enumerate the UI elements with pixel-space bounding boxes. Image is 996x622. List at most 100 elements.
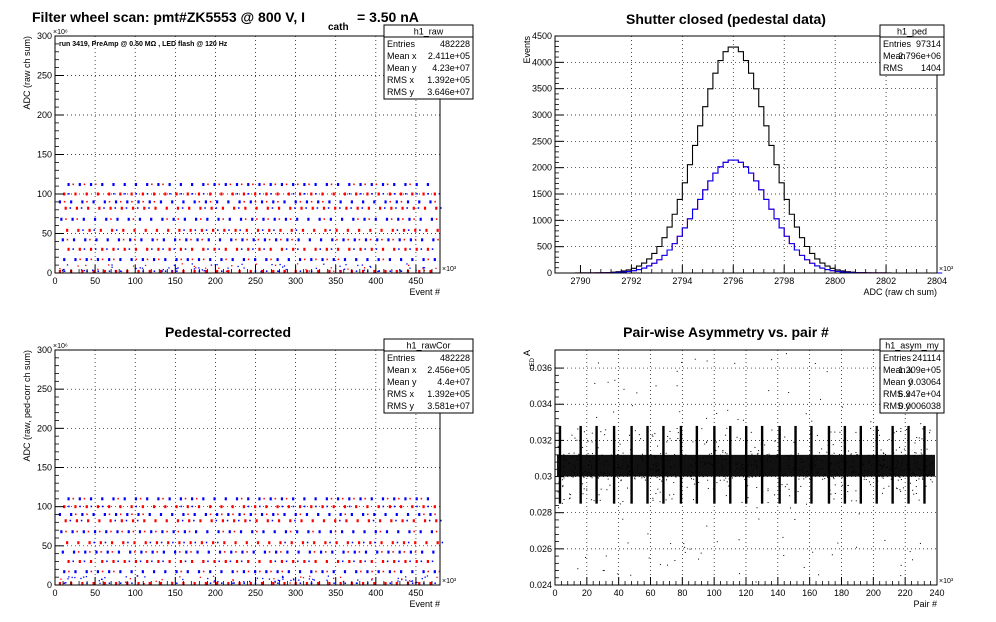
data-point [917,462,919,464]
data-point [397,580,399,582]
data-point [152,258,156,262]
data-point [355,505,358,509]
data-point [265,270,268,273]
data-point [377,570,380,574]
data-point [302,576,305,579]
data-point [798,478,800,480]
data-point [312,530,314,533]
data-point [247,560,250,563]
data-point [386,560,389,563]
data-point [191,258,194,261]
data-point [573,452,575,454]
data-point [625,458,627,460]
data-point [317,513,320,516]
data-point [406,519,408,522]
data-point [433,258,436,262]
data-point [335,228,338,232]
data-point [612,458,614,460]
data-point [263,550,267,554]
data-point [887,466,889,468]
data-point [371,579,373,581]
data-point [303,497,306,501]
data-point [305,581,309,585]
data-point [126,513,129,516]
data-point [348,497,351,501]
data-point [155,530,157,533]
data-point [323,218,326,220]
data-spike-up [579,425,582,466]
data-point [739,467,741,469]
data-point [434,513,436,516]
data-point [207,550,210,554]
data-point [153,200,156,203]
data-point [913,474,915,476]
data-point [435,206,438,210]
data-point [155,580,157,582]
data-point [893,432,895,434]
x-tick-label: 40 [614,588,624,598]
data-point [247,505,250,508]
data-point [414,541,417,545]
x-tick-label: 300 [288,588,303,598]
data-spike-up [810,425,813,466]
data-point [375,248,378,250]
data-point [628,473,630,475]
data-point [422,570,425,574]
data-point [562,484,564,486]
data-point [140,238,143,242]
data-point [298,505,302,509]
y-tick-label: 500 [537,242,552,252]
data-point [242,505,246,509]
data-point [856,454,858,456]
data-point [202,258,205,261]
data-point [627,466,629,468]
x-tick-label: 200 [866,588,881,598]
data-point [117,497,119,500]
data-point [770,460,772,462]
data-point [589,460,591,462]
data-point [226,519,229,522]
data-point [108,505,111,509]
data-point [775,456,777,458]
data-point [420,248,423,250]
data-point [421,550,424,554]
data-point [666,441,668,443]
data-point [659,501,661,503]
data-point [900,469,902,471]
data-point [726,453,728,455]
data-point [196,550,199,554]
data-point [352,217,355,221]
data-point [300,519,303,523]
data-point [691,471,693,473]
data-point [83,497,86,500]
data-point [900,430,902,432]
data-point [374,541,376,544]
stats-label: Entries [387,39,416,49]
x-tick-label: 2802 [876,276,896,286]
data-point [435,530,438,533]
data-spike-down [630,465,633,504]
data-point [179,576,181,578]
data-point [369,265,371,268]
data-point [63,582,66,585]
data-point [65,218,67,220]
data-point [323,263,325,265]
x-axis-exponent: ×10³ [939,578,954,585]
data-point [421,238,424,242]
data-point [702,476,704,478]
x-tick-label: 50 [90,588,100,598]
data-point [141,192,144,196]
data-spike-down [923,465,926,504]
x-axis-label: Event # [409,599,440,609]
data-spike-up [923,425,926,466]
data-point [926,474,928,476]
data-point [722,450,724,452]
data-point [740,469,742,471]
data-point [194,541,197,544]
data-point [115,229,118,231]
data-point [920,452,922,454]
data-point [318,530,321,534]
data-point [360,193,362,195]
data-point [159,513,163,516]
data-point [339,576,342,579]
